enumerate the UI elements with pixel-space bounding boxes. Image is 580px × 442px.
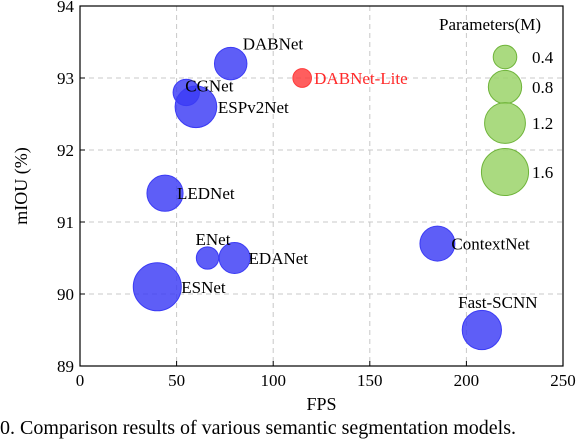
y-tick-label: 93 (57, 69, 74, 88)
y-tick-label: 94 (57, 0, 75, 16)
point-fast-scnn (461, 309, 502, 351)
point-lednet (146, 174, 184, 212)
x-tick-label: 50 (168, 371, 185, 390)
legend-marker (492, 44, 518, 70)
y-axis-title: mIOU (%) (11, 147, 32, 224)
figure-caption: 0. Comparison results of various semanti… (0, 417, 517, 439)
point-dabnet-lite (292, 68, 312, 88)
legend-title: Parameters(M) (439, 15, 541, 34)
point-contextnet (419, 225, 456, 262)
point-label: DABNet (243, 35, 304, 54)
point-label: Fast-SCNN (458, 293, 537, 312)
y-tick-label: 91 (57, 213, 74, 232)
legend-marker (480, 147, 530, 197)
y-tick-label: 90 (57, 285, 74, 304)
legend-marker (484, 102, 526, 144)
point-esnet (132, 262, 182, 312)
legend-marker (487, 69, 523, 105)
point-label: ContextNet (451, 235, 530, 254)
plot-frame (79, 5, 564, 367)
legend-label: 1.6 (532, 163, 553, 182)
point-label: ESNet (181, 278, 226, 297)
y-tick-label: 89 (57, 357, 74, 376)
legend-label: 0.4 (532, 48, 554, 67)
x-tick-label: 200 (454, 371, 480, 390)
x-tick-label: 250 (550, 371, 576, 390)
point-dabnet (213, 46, 248, 81)
point-label: ESPv2Net (218, 98, 289, 117)
scatter-chart: 0 50 100 150 200 250 89 90 91 92 93 94 FPS mIOU (%) DA… (11, 0, 576, 414)
x-tick-label: 0 (76, 371, 85, 390)
x-tick-label: 150 (357, 371, 383, 390)
legend-label: 0.8 (532, 78, 553, 97)
point-label: DABNet-Lite (314, 69, 407, 88)
point-label: EDANet (249, 249, 309, 268)
point-label: CGNet (185, 76, 233, 95)
x-axis-title: FPS (306, 394, 336, 414)
point-label: ENet (196, 230, 231, 249)
x-tick-label: 100 (260, 371, 286, 390)
legend-label: 1.2 (532, 114, 553, 133)
point-cgnet (172, 78, 200, 107)
point-enet (195, 246, 220, 270)
y-tick-label: 92 (57, 141, 74, 160)
point-label: LEDNet (177, 184, 235, 203)
